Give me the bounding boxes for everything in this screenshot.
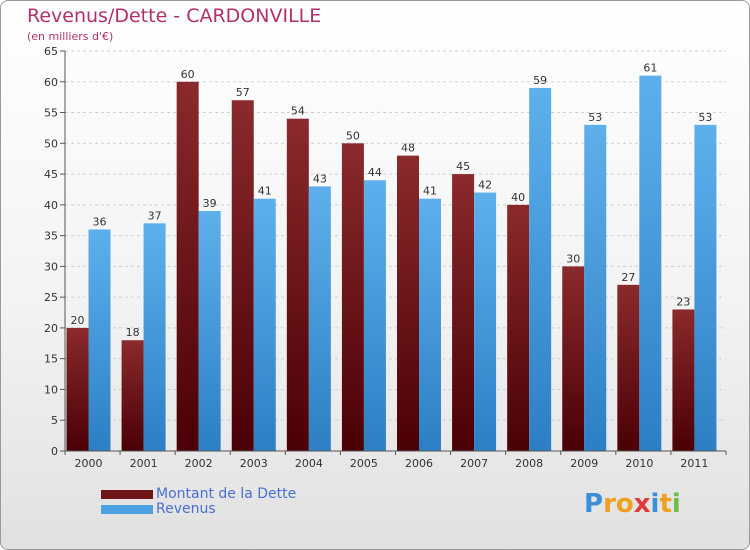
data-label-debt: 27 [621, 271, 635, 284]
x-tick-label: 2011 [680, 457, 708, 470]
chart-subtitle: (en milliers d'€) [27, 30, 114, 43]
logo-letter: i [671, 489, 681, 519]
bar-revenue [474, 192, 497, 452]
legend-label-revenue: Revenus [156, 501, 216, 517]
data-label-debt: 23 [676, 295, 690, 308]
x-tick-label: 2004 [295, 457, 323, 470]
bar-revenue [639, 75, 662, 451]
bar-debt [66, 327, 89, 451]
bar-revenue [308, 186, 331, 451]
y-tick-label: 15 [44, 353, 58, 366]
data-label-revenue: 39 [203, 197, 217, 210]
data-label-debt: 50 [346, 129, 360, 142]
y-tick-label: 50 [44, 137, 58, 150]
grid-lines [65, 50, 726, 452]
y-tick-label: 30 [44, 260, 58, 273]
logo-letter: i [650, 489, 660, 519]
data-label-debt: 48 [401, 142, 415, 155]
logo-letter: P [584, 489, 604, 519]
bar-revenue [363, 180, 386, 451]
bar-revenue [253, 198, 276, 451]
data-label-revenue: 53 [588, 111, 602, 124]
y-tick-label: 60 [44, 76, 58, 89]
x-tick-label: 2005 [350, 457, 378, 470]
data-label-revenue: 61 [643, 62, 657, 75]
x-tick-label: 2009 [570, 457, 598, 470]
y-tick-label: 65 [44, 45, 58, 58]
x-tick-label: 2002 [185, 457, 213, 470]
legend-swatch-revenue [101, 505, 153, 514]
logo-letter: t [659, 489, 672, 519]
data-label-revenue: 59 [533, 74, 547, 87]
proxiti-logo: Proxiti [584, 489, 681, 519]
y-tick-label: 45 [44, 168, 58, 181]
bar-revenue [419, 198, 441, 451]
y-tick-label: 35 [44, 230, 58, 243]
bar-debt [286, 118, 309, 451]
legend-label-debt: Montant de la Dette [156, 486, 297, 502]
bar-debt [452, 174, 475, 452]
data-label-debt: 54 [291, 105, 305, 118]
axes: 0 5 10 15 20 25 30 35 40 45 50 55 60 65 2000 2001 2002 20… [44, 45, 727, 470]
data-label-revenue: 43 [313, 172, 327, 185]
data-label-revenue: 37 [148, 209, 162, 222]
bar-debt [397, 155, 419, 451]
data-label-debt: 30 [566, 252, 580, 265]
bar-debt [121, 340, 144, 451]
x-tick-label: 2010 [625, 457, 653, 470]
y-tick-label: 0 [51, 445, 58, 458]
data-label-debt: 60 [181, 68, 195, 81]
x-tick-label: 2001 [130, 457, 158, 470]
bar-revenue [584, 124, 607, 451]
y-tick-label: 40 [44, 199, 58, 212]
x-tick-label: 2003 [240, 457, 268, 470]
y-tick-label: 5 [51, 414, 58, 427]
data-label-debt: 57 [236, 86, 250, 99]
data-label-debt: 20 [71, 314, 85, 327]
bar-debt [176, 81, 199, 452]
legend-swatch-debt [101, 490, 153, 499]
data-label-debt: 40 [511, 191, 525, 204]
x-tick-label: 2000 [75, 457, 103, 470]
bar-debt [617, 284, 640, 451]
bar-revenue [694, 124, 717, 451]
data-label-revenue: 42 [478, 179, 492, 192]
bar-debt [231, 100, 254, 451]
logo-letter: o [615, 489, 634, 519]
bar-revenue [88, 229, 111, 451]
data-label-revenue: 53 [698, 111, 712, 124]
x-tick-label: 2006 [405, 457, 433, 470]
bar-debt [507, 204, 530, 451]
logo-letter: x [633, 489, 651, 519]
bar-debt [672, 309, 695, 451]
data-label-debt: 18 [126, 326, 140, 339]
bar-debt [341, 143, 364, 452]
y-tick-label: 55 [44, 107, 58, 120]
data-label-debt: 45 [456, 160, 470, 173]
bar-revenue [198, 211, 221, 451]
bar-debt [562, 266, 585, 451]
y-tick-label: 10 [44, 383, 58, 396]
y-tick-label: 25 [44, 291, 58, 304]
data-label-revenue: 36 [93, 215, 107, 228]
bar-revenue [143, 223, 166, 451]
chart-title: Revenus/Dette - CARDONVILLE [27, 5, 322, 27]
data-label-revenue: 41 [258, 185, 272, 198]
data-label-revenue: 44 [368, 166, 382, 179]
x-tick-label: 2007 [460, 457, 488, 470]
logo-letter: r [603, 489, 616, 519]
x-tick-label: 2008 [515, 457, 543, 470]
bar-revenue [529, 87, 552, 451]
bars [66, 75, 717, 452]
data-label-revenue: 41 [423, 185, 437, 198]
data-labels: 20 36 18 37 60 39 57 41 54 43 50 44 48 41 45 42 40 59 30 53… [71, 62, 713, 340]
y-tick-label: 20 [44, 322, 58, 335]
